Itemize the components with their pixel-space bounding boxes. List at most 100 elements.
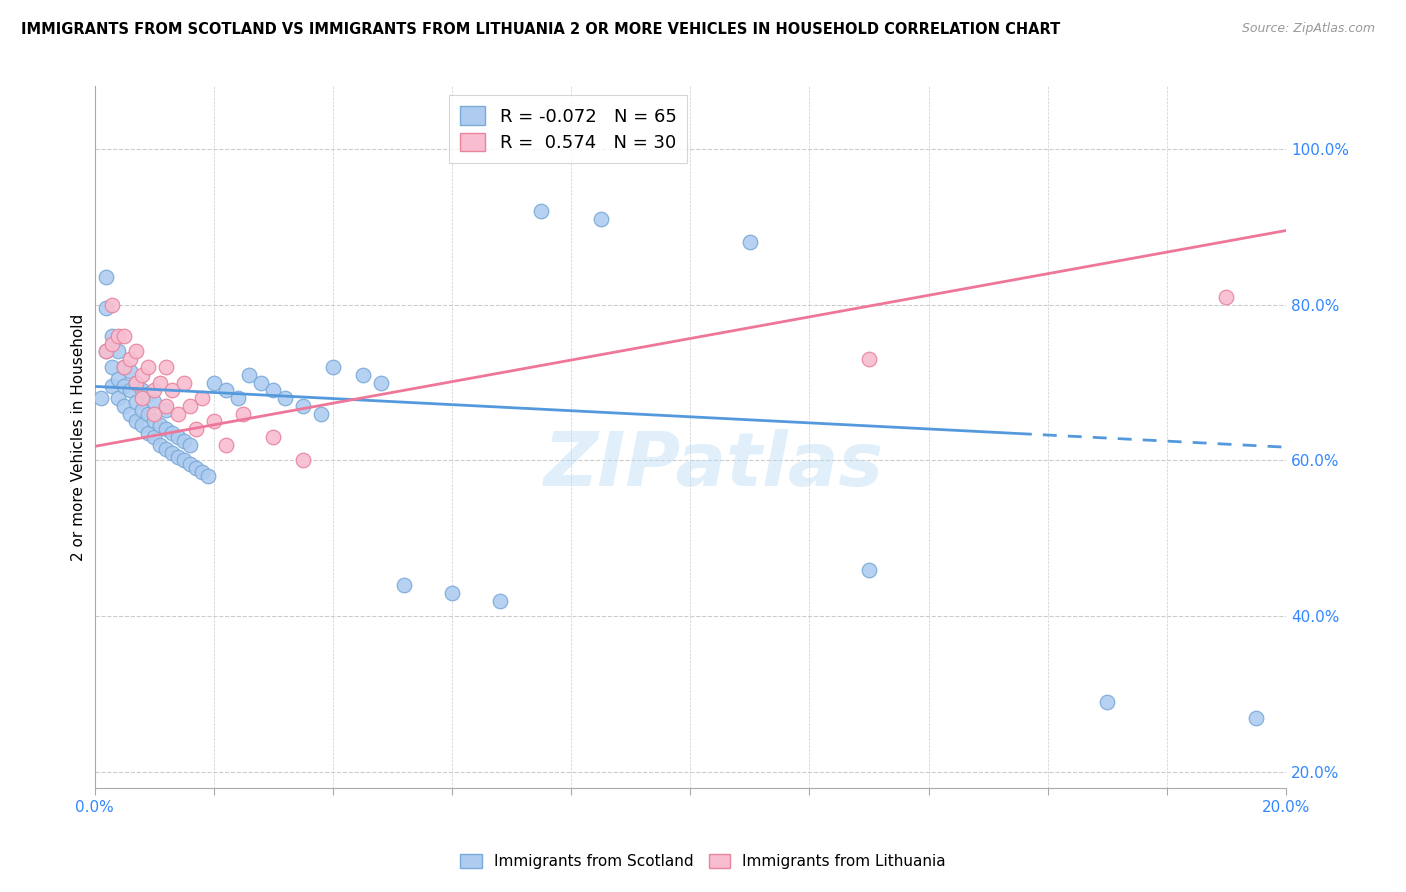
Point [238, 368, 260, 382]
Point [120, 364, 142, 378]
Point [125, 376, 148, 390]
Point [173, 434, 195, 448]
Point [370, 376, 392, 390]
Point [262, 430, 284, 444]
Point [262, 384, 284, 398]
Point [112, 328, 135, 343]
Point [149, 418, 172, 433]
Point [173, 453, 195, 467]
Point [131, 384, 153, 398]
Text: IMMIGRANTS FROM SCOTLAND VS IMMIGRANTS FROM LITHUANIA 2 OR MORE VEHICLES IN HOUS: IMMIGRANTS FROM SCOTLAND VS IMMIGRANTS F… [21, 22, 1060, 37]
Point [167, 450, 190, 464]
Point [107, 328, 129, 343]
Point [120, 407, 142, 421]
Point [530, 204, 553, 219]
Point [858, 352, 880, 367]
Point [101, 297, 124, 311]
Point [101, 328, 124, 343]
Point [120, 384, 142, 398]
Point [96, 270, 118, 285]
Point [120, 352, 142, 367]
Point [202, 376, 225, 390]
Point [112, 379, 135, 393]
Point [202, 415, 225, 429]
Point [125, 395, 148, 409]
Point [179, 399, 201, 413]
Point [125, 376, 148, 390]
Point [440, 586, 463, 600]
Text: Source: ZipAtlas.com: Source: ZipAtlas.com [1241, 22, 1375, 36]
Legend: R = -0.072   N = 65, R =  0.574   N = 30: R = -0.072 N = 65, R = 0.574 N = 30 [449, 95, 688, 163]
Point [274, 391, 297, 405]
Point [107, 344, 129, 359]
Point [143, 407, 166, 421]
Point [131, 418, 153, 433]
Point [149, 438, 172, 452]
Point [191, 391, 214, 405]
Point [143, 395, 166, 409]
Point [155, 422, 177, 436]
Point [191, 465, 214, 479]
Point [292, 399, 315, 413]
Point [1215, 290, 1237, 304]
Point [143, 384, 166, 398]
Point [96, 301, 118, 316]
Text: ZIPatlas: ZIPatlas [544, 429, 884, 501]
Point [131, 391, 153, 405]
Point [589, 211, 612, 226]
Point [1097, 695, 1119, 709]
Point [125, 415, 148, 429]
Point [155, 402, 177, 417]
Point [858, 563, 880, 577]
Point [197, 469, 219, 483]
Point [155, 399, 177, 413]
Point [96, 344, 118, 359]
Point [112, 399, 135, 413]
Point [143, 415, 166, 429]
Point [101, 359, 124, 374]
Point [136, 387, 159, 401]
Point [1244, 711, 1267, 725]
Point [136, 426, 159, 441]
Point [107, 391, 129, 405]
Point [488, 593, 510, 607]
Point [160, 445, 183, 459]
Point [101, 379, 124, 393]
Point [352, 368, 374, 382]
Point [96, 344, 118, 359]
Point [149, 376, 172, 390]
Point [131, 368, 153, 382]
Point [112, 359, 135, 374]
Point [131, 402, 153, 417]
Point [232, 407, 254, 421]
Point [309, 407, 332, 421]
Point [184, 461, 207, 475]
Point [179, 438, 201, 452]
Point [167, 430, 190, 444]
Point [250, 376, 273, 390]
Point [738, 235, 761, 250]
Point [90, 391, 112, 405]
Point [160, 426, 183, 441]
Point [179, 458, 201, 472]
Point [394, 578, 416, 592]
Point [136, 359, 159, 374]
Point [214, 384, 236, 398]
Point [214, 438, 236, 452]
Point [125, 344, 148, 359]
Point [292, 453, 315, 467]
Point [322, 359, 344, 374]
Point [155, 359, 177, 374]
Point [173, 376, 195, 390]
Point [184, 422, 207, 436]
Point [136, 407, 159, 421]
Point [160, 384, 183, 398]
Point [143, 430, 166, 444]
Point [226, 391, 249, 405]
Legend: Immigrants from Scotland, Immigrants from Lithuania: Immigrants from Scotland, Immigrants fro… [454, 847, 952, 875]
Point [107, 371, 129, 385]
Point [155, 442, 177, 456]
Point [167, 407, 190, 421]
Point [101, 336, 124, 351]
Point [112, 359, 135, 374]
